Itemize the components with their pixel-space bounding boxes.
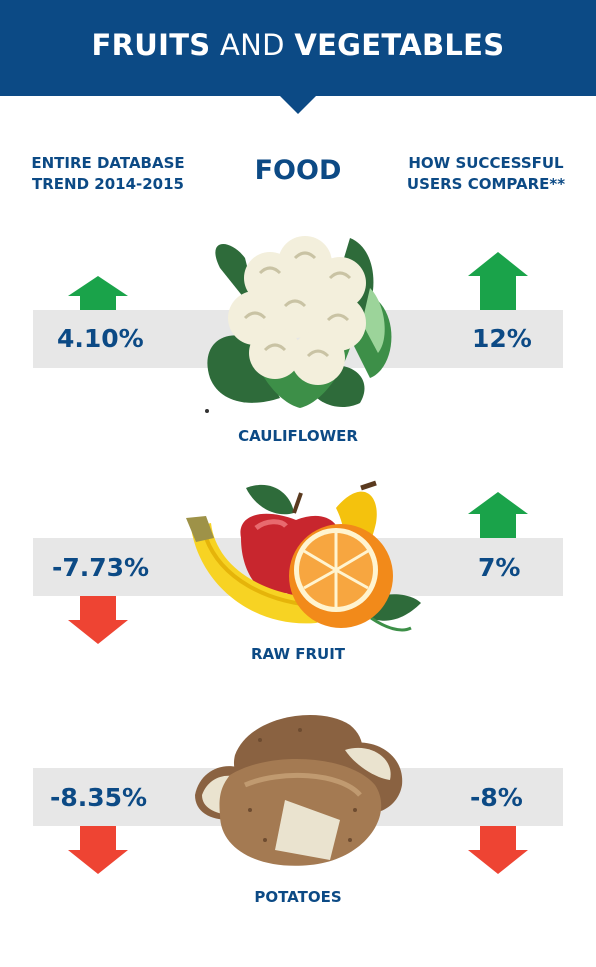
database-trend-arrow-icon [68, 826, 128, 874]
food-label-potatoes: POTATOES [254, 888, 342, 906]
title-word-fruits: FRUITS [91, 28, 211, 62]
successful-users-arrow-icon [468, 826, 528, 874]
food-label-raw-fruit: RAW FRUIT [250, 645, 346, 663]
banner-notch [280, 96, 316, 114]
potatoes-icon [195, 715, 403, 866]
successful-users-arrow-icon [468, 252, 528, 310]
column-header-successful-line2: USERS COMPARE** [406, 175, 566, 193]
database-trend-value: -8.35% [50, 783, 148, 812]
column-header-database-line2: TREND 2014-2015 [32, 175, 184, 193]
title-word-and: AND [220, 28, 285, 62]
database-trend-value: 4.10% [57, 324, 144, 353]
food-label-cauliflower: CAULIFLOWER [238, 427, 358, 445]
successful-users-value: 7% [478, 553, 521, 582]
column-header-database-line1: ENTIRE DATABASE [31, 154, 185, 172]
database-trend-arrow-icon [68, 276, 128, 310]
column-header-successful-users: HOW SUCCESSFUL USERS COMPARE** [396, 153, 576, 195]
database-trend-value: -7.73% [52, 553, 150, 582]
title-word-vegetables: VEGETABLES [294, 28, 505, 62]
column-header-successful-line1: HOW SUCCESSFUL [408, 154, 564, 172]
header-banner [0, 0, 596, 96]
successful-users-value: -8% [470, 783, 523, 812]
column-header-database-trend: ENTIRE DATABASE TREND 2014-2015 [18, 153, 198, 195]
fruit-icon [186, 480, 421, 632]
page-title: FRUITS AND VEGETABLES [0, 28, 596, 62]
successful-users-value: 12% [472, 324, 532, 353]
column-header-food: FOOD [254, 155, 342, 186]
cauliflower-icon [205, 236, 392, 413]
database-trend-arrow-icon [68, 596, 128, 644]
successful-users-arrow-icon [468, 492, 528, 538]
